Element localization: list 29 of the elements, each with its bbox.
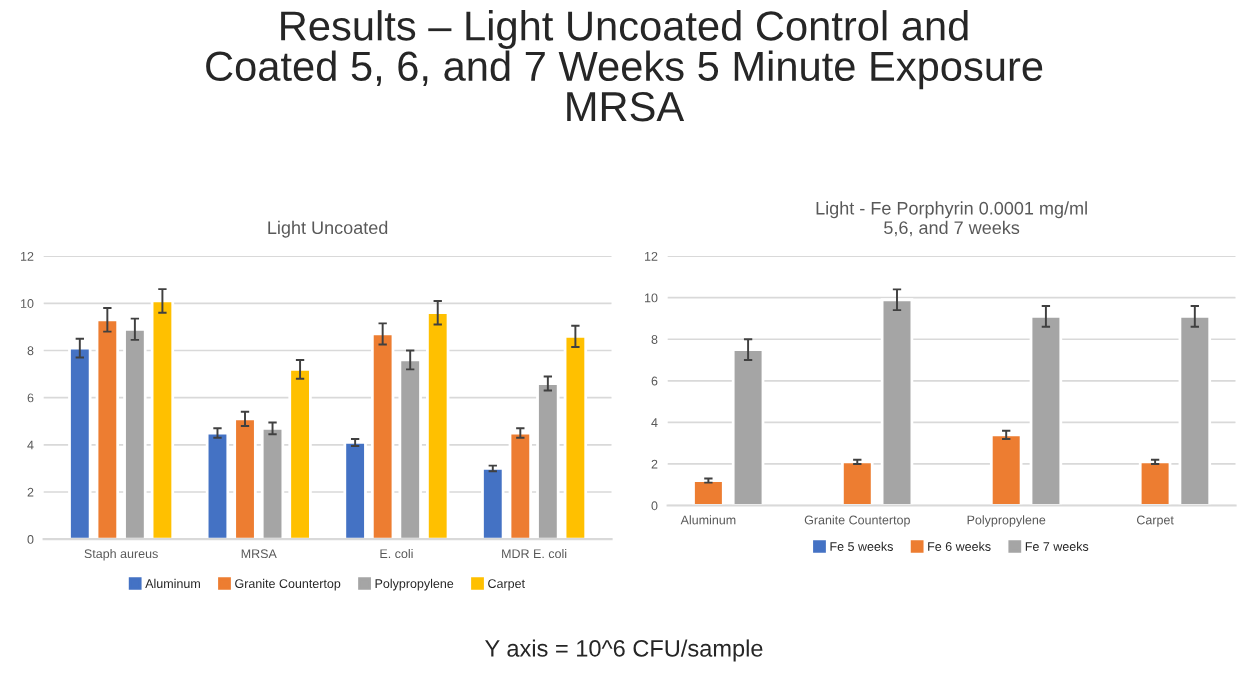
bar — [1029, 315, 1063, 506]
bar — [426, 311, 450, 540]
bar — [880, 298, 914, 506]
bar — [692, 479, 725, 506]
chart-title: Light Uncoated — [268, 220, 388, 238]
bar — [205, 431, 230, 540]
bar — [481, 467, 505, 540]
bar — [123, 327, 147, 540]
bar — [343, 441, 367, 540]
bar — [731, 348, 765, 506]
bar — [841, 460, 874, 506]
bar — [370, 332, 395, 540]
chart-title: Light - Fe Porphyrin 0.0001 mg/ml — [816, 201, 1087, 219]
bar — [1178, 315, 1212, 506]
bar — [989, 433, 1023, 506]
bar — [68, 346, 92, 540]
bar — [233, 417, 257, 540]
bar — [1138, 460, 1172, 506]
bar — [288, 367, 312, 540]
chart-subtitle: 5,6, and 7 weeks — [884, 220, 1020, 237]
bar — [563, 334, 588, 540]
bar — [536, 382, 560, 540]
bar — [508, 431, 533, 540]
bar — [260, 426, 285, 540]
text: Y axis = 10^6 CFU/sample — [485, 639, 763, 662]
bar — [150, 299, 175, 540]
bar — [95, 318, 120, 540]
text: Results – Light Uncoated Control and Coated 5, 6, and 7 Weeks 5 Minute Exposure MRSA — [206, 10, 1043, 122]
bar — [398, 358, 422, 540]
